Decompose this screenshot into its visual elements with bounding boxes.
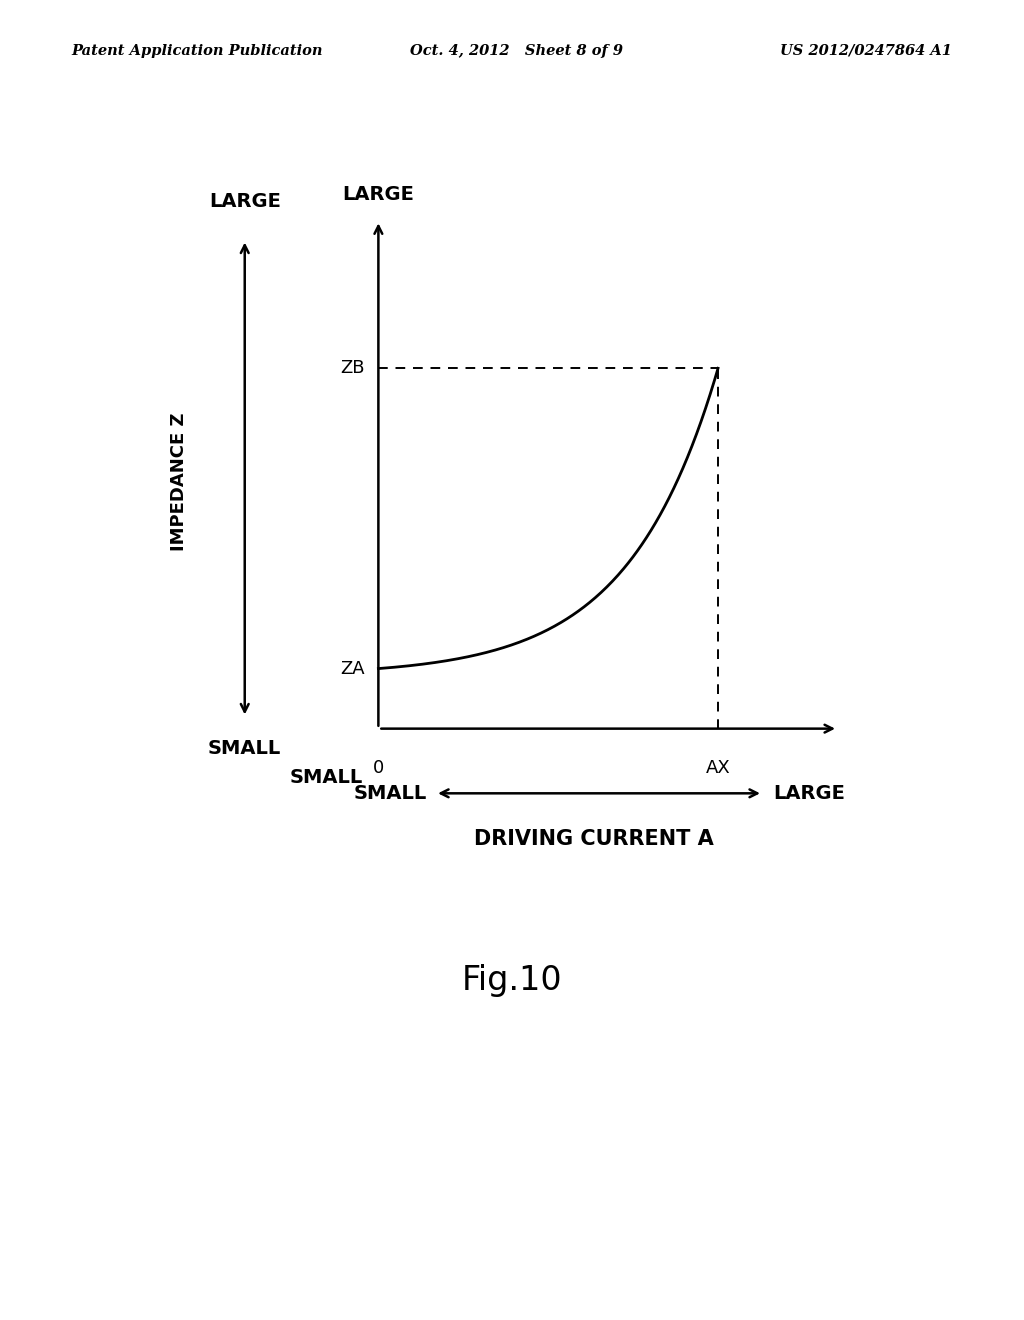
Text: Oct. 4, 2012   Sheet 8 of 9: Oct. 4, 2012 Sheet 8 of 9: [410, 44, 623, 58]
Text: IMPEDANCE Z: IMPEDANCE Z: [170, 413, 188, 550]
Text: LARGE: LARGE: [342, 185, 415, 205]
Text: AX: AX: [706, 759, 730, 776]
Text: LARGE: LARGE: [209, 193, 281, 211]
Text: SMALL: SMALL: [208, 739, 282, 758]
Text: 0: 0: [373, 759, 384, 776]
Text: SMALL: SMALL: [290, 768, 364, 787]
Text: LARGE: LARGE: [773, 784, 845, 803]
Text: Fig.10: Fig.10: [462, 964, 562, 997]
Text: ZB: ZB: [340, 359, 365, 378]
Text: US 2012/0247864 A1: US 2012/0247864 A1: [780, 44, 952, 58]
Text: SMALL: SMALL: [353, 784, 427, 803]
Text: ZA: ZA: [340, 660, 365, 677]
Text: Patent Application Publication: Patent Application Publication: [72, 44, 324, 58]
Text: DRIVING CURRENT A: DRIVING CURRENT A: [474, 829, 714, 849]
